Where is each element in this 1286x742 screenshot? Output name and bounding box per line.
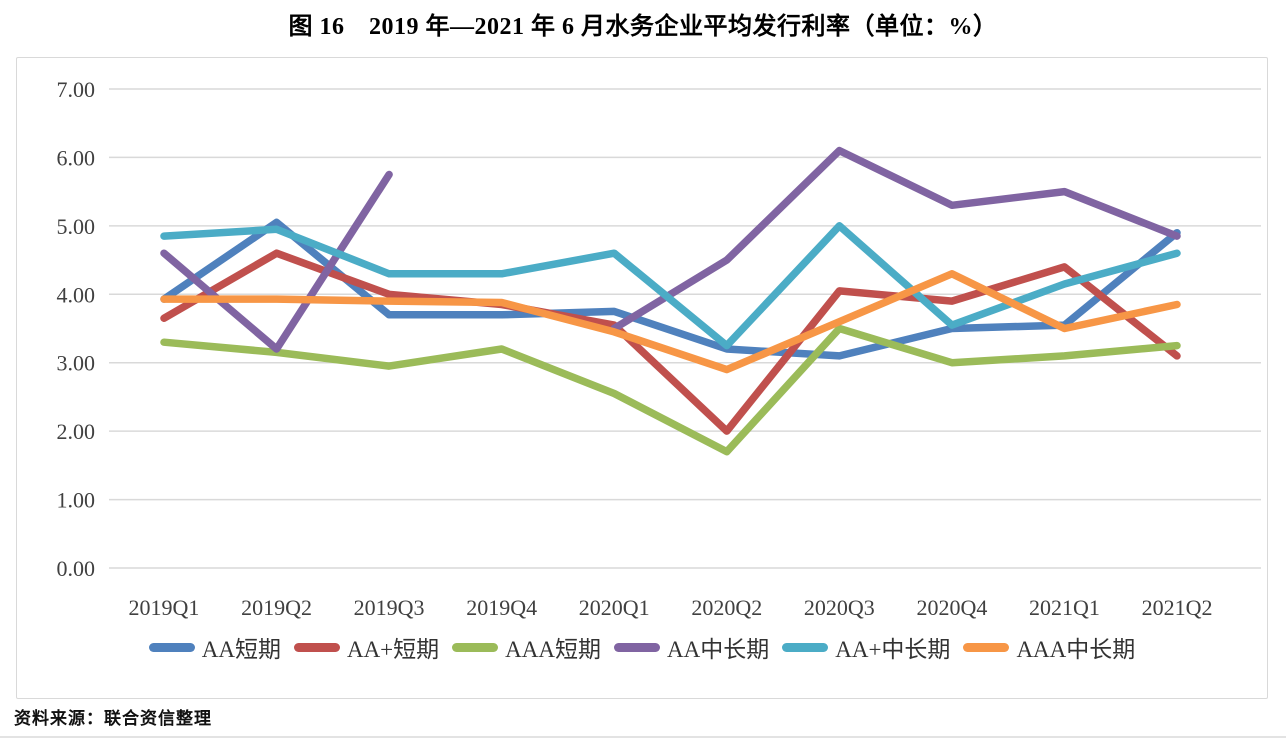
x-tick-label: 2020Q3 xyxy=(804,595,875,620)
x-tick-label: 2020Q4 xyxy=(916,595,987,620)
legend-item-AAA中长期: AAA中长期 xyxy=(963,630,1135,664)
chart-frame: 0.00 1.00 2.00 3.00 4.00 5.00 6.00 7.00 2019Q1 20… xyxy=(16,57,1268,699)
legend-swatch-AAA短期 xyxy=(452,642,499,652)
x-tick-label: 2021Q2 xyxy=(1142,595,1213,620)
x-tick-label: 2019Q2 xyxy=(241,595,312,620)
y-tick-label: 4.00 xyxy=(57,282,96,307)
chart-title: 图 16 2019 年—2021 年 6 月水务企业平均发行利率（单位：%） xyxy=(288,14,998,40)
legend-item-AA短期: AA短期 xyxy=(148,630,281,664)
x-axis-tick-labels: 2019Q1 2019Q2 2019Q3 2019Q4 2020Q1 2020Q2 2020… xyxy=(129,595,1213,620)
x-tick-label: 2021Q1 xyxy=(1029,595,1100,620)
legend-swatch-AA短期 xyxy=(148,642,195,652)
legend-item-AA+中长期: AA+中长期 xyxy=(782,630,950,664)
legend-item-AAA短期: AAA短期 xyxy=(452,630,601,664)
source-note: 资料来源：联合资信整理 xyxy=(14,709,212,728)
y-axis-tick-labels: 0.00 1.00 2.00 3.00 4.00 5.00 6.00 7.00 xyxy=(57,77,96,581)
x-tick-label: 2020Q2 xyxy=(691,595,762,620)
y-tick-label: 0.00 xyxy=(57,556,96,581)
series-line-AAA短期 xyxy=(160,324,1181,456)
legend-swatch-AAA中长期 xyxy=(963,642,1010,652)
legend-item-AA+短期: AA+短期 xyxy=(293,630,440,664)
gridlines xyxy=(109,88,1261,569)
y-tick-label: 1.00 xyxy=(57,488,96,513)
series-line-AA中长期 xyxy=(160,146,1181,353)
series-lines xyxy=(160,146,1181,456)
x-tick-label: 2019Q4 xyxy=(466,595,537,620)
x-tick-label: 2019Q1 xyxy=(129,595,200,620)
legend-label: AAA中长期 xyxy=(1016,637,1136,662)
y-tick-label: 3.00 xyxy=(57,351,96,376)
legend-label: AA+中长期 xyxy=(835,637,951,662)
y-tick-label: 6.00 xyxy=(57,145,96,170)
y-tick-label: 7.00 xyxy=(57,77,96,102)
x-tick-label: 2019Q3 xyxy=(354,595,425,620)
legend-swatch-AA+短期 xyxy=(293,642,340,652)
legend-swatch-AA+中长期 xyxy=(782,642,829,652)
bottom-divider xyxy=(0,736,1286,738)
legend-item-AA中长期: AA中长期 xyxy=(614,630,769,664)
series-line-AAA中长期 xyxy=(160,270,1181,374)
chart-legend: AA短期 AA+短期 AAA短期 AA中长期 AA+中长期 AAA中长期 xyxy=(17,630,1267,664)
series-line-AA+短期 xyxy=(160,249,1181,435)
legend-label: AA中长期 xyxy=(667,637,770,662)
legend-label: AA+短期 xyxy=(346,637,440,662)
y-tick-label: 2.00 xyxy=(57,419,96,444)
x-tick-label: 2020Q1 xyxy=(579,595,650,620)
legend-label: AAA短期 xyxy=(505,637,601,662)
legend-label: AA短期 xyxy=(201,637,281,662)
y-tick-label: 5.00 xyxy=(57,214,96,239)
legend-swatch-AA中长期 xyxy=(614,642,660,652)
